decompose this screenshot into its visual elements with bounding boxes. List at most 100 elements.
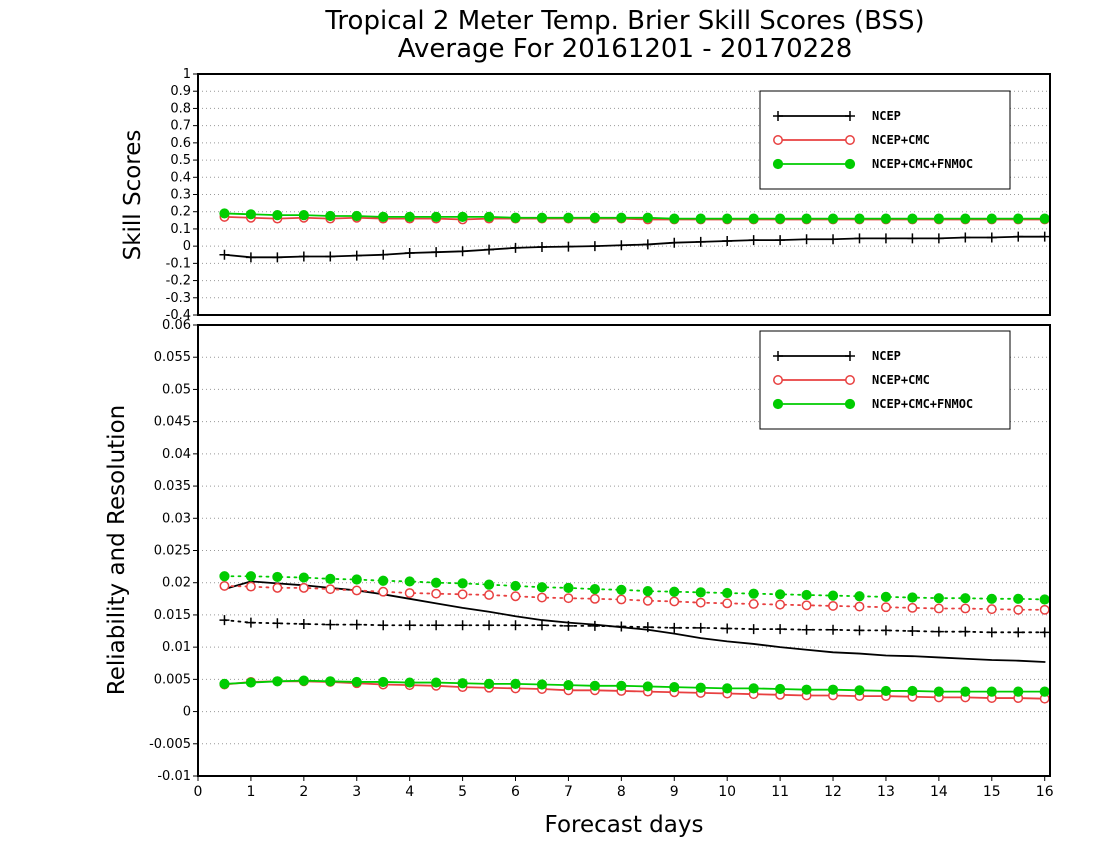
top-series-0-point-13 [563,241,574,252]
bottom-series-2-point-20 [748,599,759,609]
bottom-series-2-point-19 [722,598,733,609]
bottom-series-3-point-13 [563,582,574,593]
top-legend-marker-end-1 [845,135,855,145]
top-ytick-label-13: 0.9 [170,84,191,99]
top-plot-frame [197,73,1051,316]
top-series-2-point-23 [827,213,839,224]
top-series-0-point-1 [245,252,256,263]
xtick-label-0: 0 [194,784,203,800]
bottom-series-3-point-19 [722,587,733,599]
top-series-0-point-21 [775,235,786,246]
top-series-0-point-29 [986,232,997,243]
bottom-series-1-point-14 [589,620,600,631]
top-series-2-point-2 [272,210,283,221]
top-series-2-point-17 [669,213,680,224]
top-series-2-point-16 [642,212,653,223]
bottom-series-1-point-2 [272,618,283,629]
bottom-series-3-point-28 [960,593,971,604]
bottom-series-2-point-28 [960,603,971,614]
bottom-series-5-point-9 [457,678,468,689]
xtick-label-13: 13 [877,784,895,800]
bottom-series-1-point-3 [298,618,309,629]
top-series-2-point-12 [536,212,548,223]
bottom-series-3-point-9 [457,578,468,589]
bottom-series-1-point-18 [695,622,706,633]
bottom-series-1-point-29 [986,627,997,638]
bottom-series-5-point-0 [219,678,230,689]
top-legend-label-1: NCEP+CMC [872,133,930,147]
bottom-ytick-label-14: 0.06 [162,318,191,333]
bottom-series-3-point-23 [827,590,839,601]
bottom-series-5-point-27 [933,686,944,697]
bottom-series-3-point-21 [775,589,786,600]
bottom-series-2-point-31 [1039,604,1050,615]
top-ytick-label-3: -0.1 [166,256,191,271]
bottom-series-5-point-10 [483,678,495,689]
bottom-series-3-point-18 [695,587,706,598]
bottom-series-3-point-10 [483,579,495,590]
top-series-2-point-25 [880,213,892,224]
top-series-2-point-18 [695,213,706,224]
bottom-legend: NCEP NCEP+CMC NCEP+CMC+FNMOC [759,330,1011,430]
bottom-series-5-point-26 [907,685,918,697]
bottom-series-5-point-15 [616,680,627,691]
bottom-series-3-point-25 [880,591,892,602]
bottom-series-2-point-12 [537,592,547,603]
top-series-2-point-0 [219,208,230,219]
bottom-series-3-point-29 [986,593,997,604]
bottom-series-2-point-27 [933,603,944,614]
bottom-series-0-line [223,580,1046,663]
bottom-series-3-point-8 [431,577,442,588]
top-ytick-label-5: 0.1 [170,222,191,237]
bottom-series-3-point-0 [219,571,230,582]
bottom-series-2-point-18 [695,597,706,608]
bottom-series-5-point-20 [748,683,759,694]
top-series-0-point-30 [1013,231,1024,242]
top-series-0-point-11 [510,242,521,253]
bottom-series-3-point-15 [616,584,627,595]
bottom-series-1-point-9 [457,620,468,631]
top-series-0-point-6 [378,249,389,260]
bottom-series-2-point-26 [907,602,918,613]
reliability-resolution-panel: -0.01 -0.005 0 0.005 0.01 0.015 0.02 0.025 0.03 0… [149,318,1054,800]
top-series-0-point-23 [828,234,839,245]
bottom-series-1-point-24 [854,625,865,636]
bottom-series-1-point-28 [960,626,971,637]
bottom-series-5-point-31 [1039,686,1050,697]
bottom-ytick-label-1: -0.005 [149,737,191,752]
top-series-2-point-29 [986,213,997,224]
top-series-0-line [223,235,1046,259]
top-series-2-point-21 [775,213,786,224]
bottom-series-1-point-31 [1039,627,1050,638]
bottom-series-5-point-22 [801,684,812,695]
chart-subtitle: Average For 20161201 - 20170228 [398,34,853,64]
bottom-series-5-point-17 [669,681,680,693]
bottom-series-1-point-1 [245,617,256,628]
bottom-ytick-label-9: 0.035 [154,479,191,494]
top-ytick-label-2: -0.2 [166,274,191,289]
bottom-series-3-point-5 [351,574,362,585]
top-series-2-point-27 [933,213,944,224]
bottom-series-5-point-19 [722,683,733,694]
bottom-legend-label-1: NCEP+CMC [872,373,930,387]
bottom-series-5-point-18 [695,682,706,693]
bottom-series-2-point-16 [642,595,653,606]
top-series-0-point-24 [854,233,865,244]
top-ytick-label-10: 0.6 [170,136,191,151]
bottom-series-1-point-17 [669,622,680,633]
bottom-series-3-point-14 [589,584,600,595]
top-series-0-point-28 [960,232,971,243]
bottom-series-5-point-1 [245,677,257,688]
xtick-label-7: 7 [564,784,573,800]
bottom-series-3-point-16 [642,585,653,597]
top-series-0-point-19 [722,235,733,246]
xtick-label-4: 4 [405,784,414,800]
top-series-0-point-15 [616,240,627,251]
xtick-label-12: 12 [824,784,842,800]
bottom-series-5-point-14 [589,680,600,691]
bottom-ytick-label-4: 0.01 [162,640,191,655]
bottom-series-1-point-10 [484,620,495,631]
top-ytick-label-12: 0.8 [170,101,191,116]
top-series-0-point-4 [325,251,336,262]
bottom-series-2-point-3 [298,582,309,593]
